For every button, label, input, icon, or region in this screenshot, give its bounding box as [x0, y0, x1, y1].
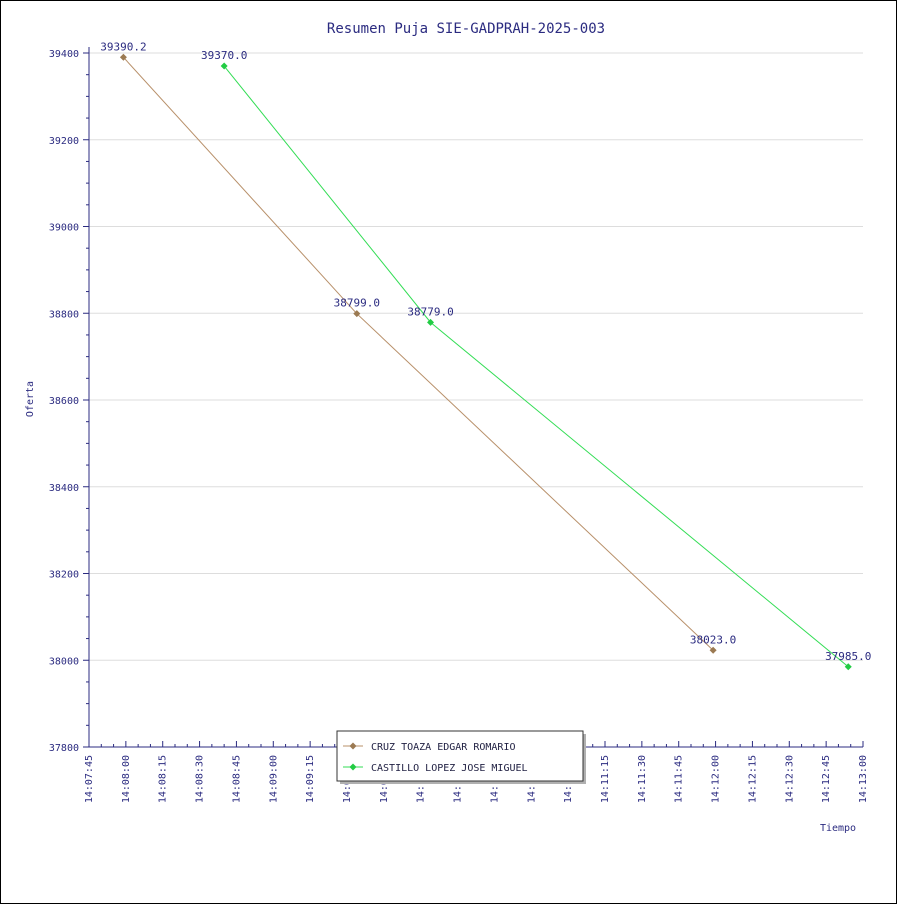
legend: CRUZ TOAZA EDGAR ROMARIO CASTILLO LOPEZ J…	[336, 730, 586, 784]
x-tick-label: 14:07:45	[84, 755, 95, 803]
data-label: 38779.0	[407, 305, 453, 318]
data-label: 39370.0	[201, 49, 247, 62]
y-tick-label: 39000	[49, 223, 79, 234]
y-tick-label: 38400	[49, 483, 79, 494]
data-point-marker	[427, 318, 435, 326]
axes-layer: 37800 38000 38200 38400 38600 38800 39000 39200…	[49, 47, 869, 803]
x-tick-label: 14:12:00	[711, 755, 722, 803]
data-label: 38799.0	[334, 297, 380, 310]
x-tick-label: 14:12:15	[747, 755, 758, 803]
x-axis-label: Tiempo	[820, 823, 856, 834]
chart-title: Resumen Puja SIE-GADPRAH-2025-003	[327, 21, 605, 37]
y-tick-label: 38600	[49, 396, 79, 407]
y-tick-label: 38800	[49, 309, 79, 320]
y-tick-label: 38200	[49, 570, 79, 581]
data-label: 37985.0	[825, 650, 871, 663]
x-tick-label: 14:11:15	[600, 755, 611, 803]
y-tick-label: 37800	[49, 743, 79, 754]
x-tick-label: 14:12:45	[821, 755, 832, 803]
data-point-marker	[119, 53, 127, 61]
x-tick-label: 14:08:00	[121, 755, 132, 803]
x-tick-label: 14:09:00	[268, 755, 279, 803]
x-tick-label: 14:09:15	[305, 755, 316, 803]
x-tick-label: 14:11:45	[674, 755, 685, 803]
series-line	[123, 56, 714, 651]
legend-swatch-marker	[349, 742, 357, 750]
data-label: 38023.0	[690, 633, 736, 646]
y-tick-label: 39200	[49, 136, 79, 147]
series-layer	[119, 53, 852, 671]
legend-swatch-marker	[349, 763, 357, 771]
data-point-marker	[709, 646, 717, 654]
x-tick-label: 14:13:00	[858, 755, 869, 803]
data-label: 39390.2	[100, 40, 146, 53]
x-tick-label: 14:08:30	[195, 755, 206, 803]
x-tick-label: 14:11:30	[637, 755, 648, 803]
y-tick-label: 39400	[49, 49, 79, 60]
data-labels-layer: 39390.2 38799.0 38023.0 39370.0 38779.0 37985…	[100, 40, 871, 663]
data-point-marker	[844, 663, 852, 671]
x-tick-label: 14:12:30	[784, 755, 795, 803]
series-line	[223, 65, 849, 668]
y-tick-label: 38000	[49, 656, 79, 667]
x-tick-label: 14:08:15	[158, 755, 169, 803]
legend-entry-label: CASTILLO LOPEZ JOSE MIGUEL	[371, 763, 528, 774]
x-tick-label: 14:08:45	[231, 755, 242, 803]
legend-entry-label: CRUZ TOAZA EDGAR ROMARIO	[371, 742, 516, 753]
legend-box	[336, 730, 584, 782]
grid-layer	[89, 52, 863, 661]
data-point-marker	[353, 310, 361, 318]
y-axis-label: Oferta	[25, 381, 36, 417]
